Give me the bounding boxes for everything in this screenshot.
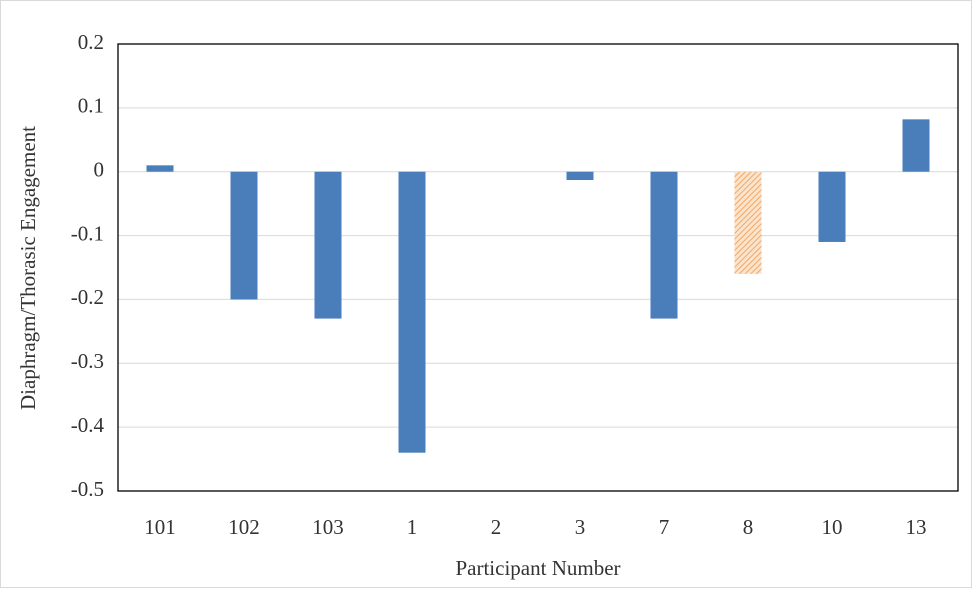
plot-border [117,43,959,492]
x-tick-label: 10 [822,515,843,539]
y-tick-label: -0.2 [71,285,104,309]
y-tick-label: -0.5 [71,477,104,501]
bar [650,171,678,319]
y-axis-title: Diaphragm/Thorasic Engagement [16,126,40,410]
bar [902,119,930,172]
bar [734,171,762,274]
bar [230,171,258,300]
bar [314,171,342,319]
x-tick-label: 8 [743,515,754,539]
y-tick-label: 0.1 [78,94,104,118]
x-axis-title: Participant Number [455,556,620,580]
bar [566,171,594,181]
x-tick-label: 2 [491,515,502,539]
x-tick-label: 1 [407,515,418,539]
x-tick-label: 3 [575,515,586,539]
y-tick-label: 0.2 [78,30,104,54]
x-tick-label: 102 [228,515,260,539]
x-tick-label: 103 [312,515,344,539]
bar [818,171,846,242]
bar [146,165,174,172]
x-tick-label: 13 [906,515,927,539]
x-tick-label: 7 [659,515,670,539]
y-tick-label: -0.1 [71,221,104,245]
y-tick-label: -0.3 [71,349,104,373]
x-tick-label: 101 [144,515,176,539]
bar [398,171,426,453]
y-tick-label: 0 [94,158,105,182]
y-tick-label: -0.4 [71,413,105,437]
